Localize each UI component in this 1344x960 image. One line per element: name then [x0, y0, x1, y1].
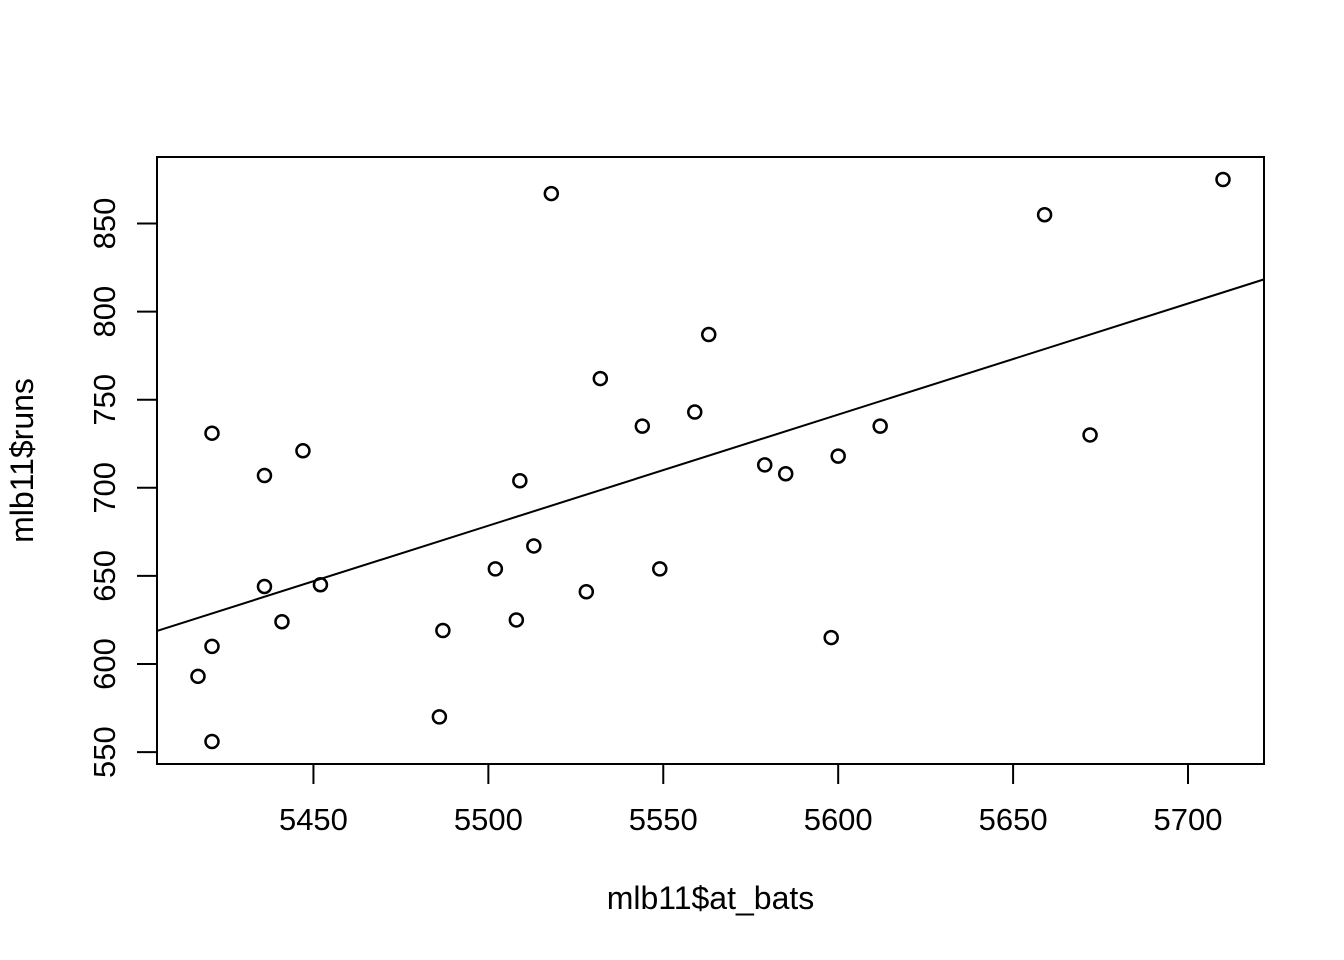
y-tick-label: 800 — [87, 286, 122, 338]
data-point — [652, 561, 668, 577]
x-axis: 5450 5500 5550 5600 5650 5700 — [279, 764, 1223, 837]
data-points — [190, 171, 1231, 750]
data-point — [431, 709, 448, 725]
x-tick-label: 5450 — [279, 802, 348, 837]
data-point — [256, 467, 273, 484]
y-tick-label: 600 — [87, 638, 122, 690]
data-point — [204, 425, 220, 441]
y-tick-label: 700 — [87, 462, 122, 514]
x-tick-label: 5650 — [979, 802, 1048, 837]
data-point — [592, 370, 609, 387]
data-point — [204, 733, 220, 750]
data-point — [1215, 171, 1231, 188]
data-point — [487, 561, 504, 577]
data-point — [872, 418, 888, 434]
data-point — [312, 576, 329, 593]
data-point — [508, 612, 525, 628]
x-tick-label: 5600 — [804, 802, 873, 837]
x-tick-label: 5550 — [629, 802, 698, 837]
data-point — [526, 538, 542, 554]
plot-area-border — [156, 156, 1265, 765]
data-point — [701, 326, 717, 343]
data-point — [543, 185, 560, 202]
y-tick-label: 550 — [87, 726, 122, 778]
data-point — [756, 457, 773, 473]
data-point — [578, 584, 595, 600]
data-point — [687, 404, 703, 420]
x-tick-label: 5700 — [1154, 802, 1223, 837]
data-point — [1036, 206, 1053, 223]
data-point — [512, 473, 528, 489]
data-point — [1082, 427, 1098, 443]
data-point — [435, 622, 451, 639]
y-tick-label: 850 — [87, 198, 122, 250]
data-point — [634, 418, 651, 434]
data-point — [256, 578, 273, 595]
y-tick-label: 750 — [87, 374, 122, 426]
y-tick-label: 650 — [87, 550, 122, 602]
data-point — [295, 443, 311, 459]
x-axis-title: mlb11$at_bats — [607, 880, 815, 916]
data-point — [777, 465, 794, 482]
x-tick-label: 5500 — [454, 802, 523, 837]
y-axis: 550 600 650 700 750 800 850 — [87, 198, 157, 778]
data-point — [274, 613, 290, 630]
regression-line — [156, 278, 1265, 632]
data-point — [823, 629, 839, 646]
data-point — [830, 448, 846, 464]
data-point — [204, 638, 220, 655]
y-axis-title: mlb11$runs — [4, 378, 40, 543]
data-point — [190, 668, 206, 685]
